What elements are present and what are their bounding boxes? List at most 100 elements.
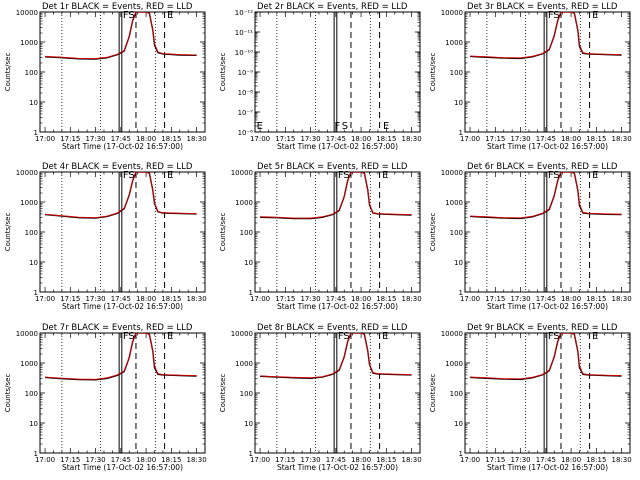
x-tick-label: 17:00	[460, 295, 480, 303]
y-tick-label: 1000	[235, 360, 253, 368]
event-marker-label: S	[128, 331, 134, 342]
y-tick-label: 1	[34, 450, 38, 458]
y-tick-label: 1000	[445, 199, 463, 207]
y-tick-label: 1000	[445, 39, 463, 47]
y-tick-label: 1	[249, 450, 253, 458]
y-tick-label: 1	[459, 450, 463, 458]
y-tick-label: 10000	[441, 169, 463, 177]
plot-frame	[464, 11, 631, 133]
event-marker-label: S	[128, 10, 134, 21]
x-tick-label: 17:30	[510, 295, 530, 303]
event-marker-label: E	[592, 331, 598, 342]
x-tick-label: 17:15	[60, 456, 80, 464]
x-tick-label: 17:45	[326, 295, 346, 303]
x-axis-label: Start Time (17-Oct-02 16:57:00)	[487, 302, 608, 311]
event-marker-label: S	[128, 170, 134, 181]
plot-frame	[39, 11, 206, 133]
y-axis-label: Counts/sec	[429, 374, 437, 413]
event-marker-label: S	[553, 331, 559, 342]
y-tick-label: 10	[454, 420, 463, 428]
lld-series-line	[45, 172, 197, 219]
event-marker-label: S	[553, 10, 559, 21]
y-tick-label: 100	[240, 390, 253, 398]
y-tick-label: 1	[459, 129, 463, 137]
y-tick-label: 10	[244, 259, 253, 267]
detector-panel-8: Det 8r BLACK = Events, RED = LLD 1 10 100 10…	[219, 323, 422, 472]
x-tick-label: 17:30	[510, 456, 530, 464]
x-tick-label: 18:00	[351, 295, 371, 303]
y-tick-label: 1	[249, 289, 253, 297]
x-tick-label: 17:30	[510, 135, 530, 143]
x-tick-label: 17:00	[460, 456, 480, 464]
y-tick-label: 100	[25, 69, 38, 77]
x-tick-label: 17:30	[300, 135, 320, 143]
detector-panel-3: Det 3r BLACK = Events, RED = LLD 1 10 100 10…	[429, 2, 632, 151]
x-tick-label: 17:30	[300, 456, 320, 464]
y-tick-label: 10	[29, 99, 38, 107]
y-tick-label: 10⁻⁷	[238, 109, 254, 117]
detector-panel-9: Det 9r BLACK = Events, RED = LLD 1 10 100 10…	[429, 323, 632, 472]
lld-series-line	[260, 172, 412, 219]
x-tick-label: 18:15	[376, 456, 396, 464]
plot-frame	[464, 332, 631, 454]
x-tick-label: 17:00	[460, 135, 480, 143]
y-tick-label: 10000	[231, 330, 253, 338]
y-axis-label: Counts/sec	[219, 213, 227, 252]
lld-series-line	[260, 333, 412, 379]
y-tick-label: 10⁻⁹	[238, 69, 254, 77]
lld-series-line	[45, 333, 197, 380]
y-tick-label: 100	[25, 229, 38, 237]
x-tick-label: 17:15	[60, 295, 80, 303]
y-tick-label: 10000	[231, 169, 253, 177]
lld-series-line	[470, 333, 622, 380]
x-axis-label: Start Time (17-Oct-02 16:57:00)	[277, 463, 398, 472]
event-marker-label: E	[257, 121, 263, 132]
x-tick-label: 17:45	[536, 295, 556, 303]
event-marker-label: E	[167, 331, 173, 342]
x-tick-label: 17:15	[485, 456, 505, 464]
detector-panel-6: Det 6r BLACK = Events, RED = LLD 1 10 100 10…	[429, 162, 632, 311]
x-tick-label: 17:30	[85, 295, 105, 303]
y-tick-label: 10000	[441, 9, 463, 17]
y-tick-label: 10⁻¹⁰	[235, 49, 253, 57]
y-tick-label: 10	[29, 420, 38, 428]
x-axis-label: Start Time (17-Oct-02 16:57:00)	[62, 302, 183, 311]
x-tick-label: 18:00	[136, 135, 156, 143]
detector-panel-2: Det 2r BLACK = Events, RED = LLD 10⁻⁶ 10⁻⁷…	[219, 2, 422, 151]
x-tick-label: 18:15	[376, 295, 396, 303]
x-tick-label: 18:00	[561, 295, 581, 303]
x-tick-label: 18:00	[351, 456, 371, 464]
y-tick-label: 1000	[20, 199, 38, 207]
y-axis-label: Counts/sec	[219, 53, 227, 92]
x-tick-label: 17:15	[275, 295, 295, 303]
x-axis-label: Start Time (17-Oct-02 16:57:00)	[277, 302, 398, 311]
x-tick-label: 18:15	[161, 456, 181, 464]
y-tick-label: 10000	[16, 169, 38, 177]
y-tick-label: 1	[34, 129, 38, 137]
event-marker-label: F	[548, 10, 554, 21]
panel-title: Det 8r BLACK = Events, RED = LLD	[257, 323, 408, 333]
y-tick-label: 100	[450, 69, 463, 77]
lld-series-line	[470, 172, 622, 219]
detector-panel-1: Det 1r BLACK = Events, RED = LLD 1 10 100 10…	[4, 2, 207, 151]
detector-panel-5: Det 5r BLACK = Events, RED = LLD 1 10 100 10…	[219, 162, 422, 311]
y-tick-label: 10⁻¹¹	[235, 29, 253, 37]
event-marker-label: E	[592, 10, 598, 21]
x-tick-label: 18:00	[136, 295, 156, 303]
x-tick-label: 17:00	[35, 135, 55, 143]
y-tick-label: 100	[450, 229, 463, 237]
y-tick-label: 10	[244, 420, 253, 428]
event-marker-label: F	[338, 170, 344, 181]
plot-frame	[464, 171, 631, 293]
y-tick-label: 10	[454, 259, 463, 267]
x-tick-label: 18:00	[561, 135, 581, 143]
x-tick-label: 17:45	[536, 135, 556, 143]
x-tick-label: 17:45	[111, 135, 131, 143]
x-axis-label: Start Time (17-Oct-02 16:57:00)	[277, 142, 398, 151]
x-tick-label: 18:00	[561, 456, 581, 464]
y-tick-label: 1	[459, 289, 463, 297]
detector-panel-4: Det 4r BLACK = Events, RED = LLD 1 10 100 10…	[4, 162, 207, 311]
detector-panel-7: Det 7r BLACK = Events, RED = LLD 1 10 100 10…	[4, 323, 207, 472]
x-tick-label: 17:15	[275, 135, 295, 143]
y-tick-label: 100	[240, 229, 253, 237]
